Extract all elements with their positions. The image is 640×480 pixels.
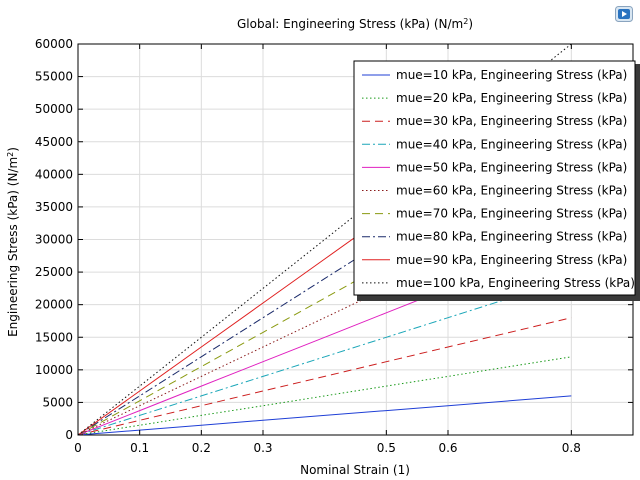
y-tick-label: 15000 (35, 330, 73, 344)
x-tick-label: 0.5 (377, 441, 396, 455)
legend-box (353, 60, 636, 296)
legend-entry: mue=100 kPa, Engineering Stress (kPa) (396, 276, 635, 290)
chart-title: Global: Engineering Stress (kPa) (N/m2) (237, 17, 473, 32)
legend-entry: mue=10 kPa, Engineering Stress (kPa) (396, 68, 627, 82)
y-tick-label: 30000 (35, 233, 73, 247)
legend-entry: mue=30 kPa, Engineering Stress (kPa) (396, 114, 627, 128)
x-tick-label: 0.1 (130, 441, 149, 455)
series-line-6 (77, 199, 572, 436)
x-tick-label: 0.6 (438, 441, 457, 455)
y-tick-label: 20000 (35, 298, 73, 312)
y-tick-label: 50000 (35, 102, 73, 116)
y-tick-label: 5000 (42, 395, 73, 409)
legend-entry: mue=70 kPa, Engineering Stress (kPa) (396, 207, 627, 221)
y-tick-label: 10000 (35, 363, 73, 377)
y-tick-label: 45000 (35, 135, 73, 149)
y-tick-label: 0 (65, 428, 73, 442)
y-tick-label: 60000 (35, 37, 73, 51)
legend-entry: mue=50 kPa, Engineering Stress (kPa) (396, 160, 627, 174)
series-line-3 (77, 317, 572, 436)
legend-entry: mue=60 kPa, Engineering Stress (kPa) (396, 184, 627, 198)
legend-entry: mue=80 kPa, Engineering Stress (kPa) (396, 230, 627, 244)
series-line-2 (77, 356, 572, 436)
legend-entry: mue=90 kPa, Engineering Stress (kPa) (396, 253, 627, 267)
x-tick-label: 0.3 (253, 441, 272, 455)
y-tick-label: 35000 (35, 200, 73, 214)
series-line-4 (77, 278, 572, 436)
y-axis-label: Engineering Stress (kPa) (N/m2) (6, 147, 21, 337)
grid-lines (78, 44, 633, 435)
y-tick-label: 55000 (35, 70, 73, 84)
legend-entry: mue=20 kPa, Engineering Stress (kPa) (396, 91, 627, 105)
y-tick-label: 40000 (35, 167, 73, 181)
comsol-logo-icon (615, 6, 633, 22)
y-tick-label: 25000 (35, 265, 73, 279)
y-tick-labels: 0 5000 10000 15000 20000 25000 30000 35000 40000… (35, 37, 73, 442)
x-axis-label: Nominal Strain (1) (300, 463, 410, 477)
x-tick-labels: 0 0.1 0.2 0.3 0.5 0.6 0.8 (74, 441, 581, 455)
legend-entry: mue=40 kPa, Engineering Stress (kPa) (396, 137, 627, 151)
legend: mue=10 kPa, Engineering Stress (kPa) mue=… (353, 60, 640, 301)
x-tick-label: 0 (74, 441, 82, 455)
x-tick-label: 0.2 (192, 441, 211, 455)
series-line-1 (77, 395, 572, 436)
x-tick-label: 0.8 (562, 441, 581, 455)
